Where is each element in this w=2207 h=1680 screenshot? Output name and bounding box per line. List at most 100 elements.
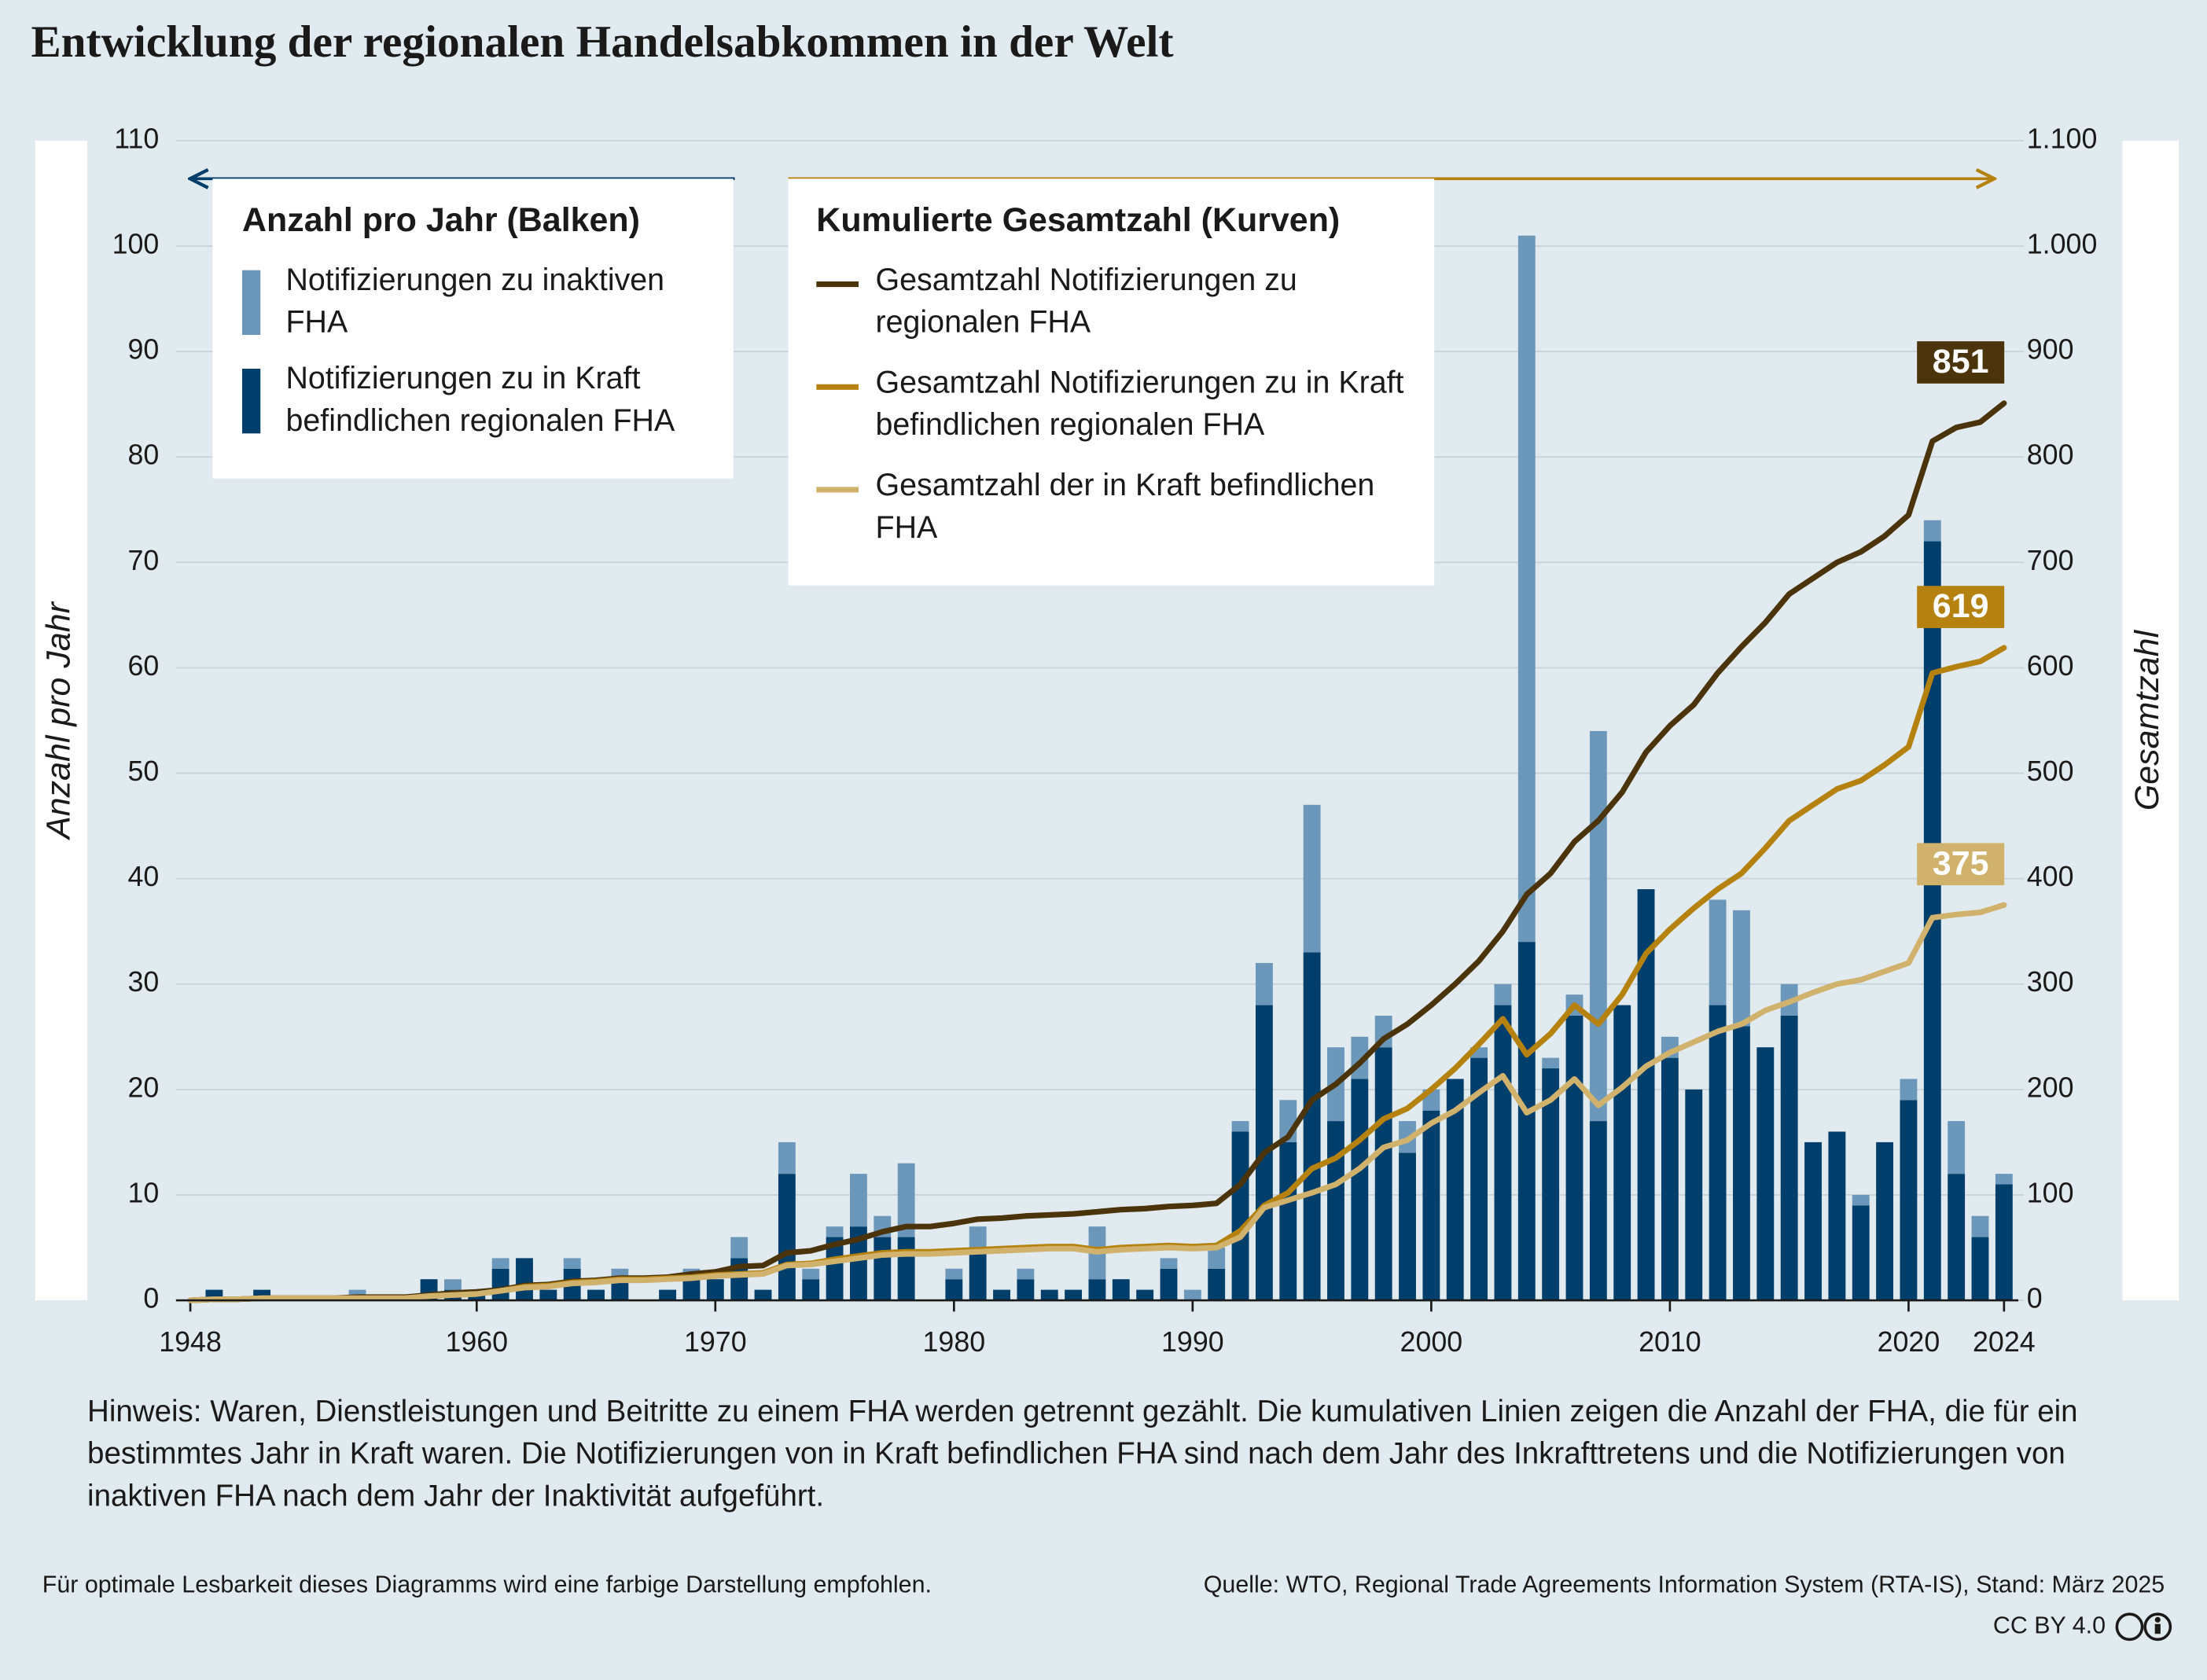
license: CC BY 4.0 bbox=[1993, 1612, 2106, 1638]
bar bbox=[802, 1268, 820, 1280]
lines-legend-title: Kumulierte Gesamtzahl (Kurven) bbox=[816, 201, 1340, 239]
bar bbox=[1517, 942, 1536, 1301]
y-tick-label: 20 bbox=[128, 1072, 160, 1103]
y2-axis-panel bbox=[2122, 141, 2179, 1301]
legend-label: Gesamtzahl Notifizierungen zu regionalen… bbox=[875, 261, 1297, 340]
bar bbox=[826, 1226, 844, 1237]
bar bbox=[706, 1279, 724, 1301]
legend: Notifizierungen zu inaktiven FHA Notifizi… bbox=[241, 261, 1404, 545]
bar bbox=[1017, 1279, 1035, 1301]
bar bbox=[1255, 962, 1273, 1005]
bar bbox=[802, 1279, 820, 1301]
legend-swatch bbox=[241, 369, 261, 434]
bar bbox=[1494, 1005, 1512, 1301]
y-tick-label: 110 bbox=[114, 123, 159, 154]
bar bbox=[1948, 1174, 1966, 1301]
bar bbox=[587, 1289, 605, 1301]
x-tick-label: 2010 bbox=[1639, 1326, 1701, 1358]
y-tick-label: 30 bbox=[128, 966, 160, 998]
bar bbox=[1088, 1279, 1106, 1301]
y2-tick-label: 1.100 bbox=[2027, 123, 2098, 154]
bar bbox=[1852, 1194, 1870, 1206]
x-tick-label: 1960 bbox=[445, 1326, 508, 1358]
note: Hinweis: Waren, Dienstleistungen und Bei… bbox=[87, 1394, 2078, 1513]
bar bbox=[826, 1237, 844, 1301]
bar bbox=[1065, 1289, 1083, 1301]
bar bbox=[1948, 1121, 1966, 1175]
y2-tick-label: 0 bbox=[2027, 1282, 2043, 1314]
license-icons bbox=[2115, 1612, 2172, 1641]
y2-tick-label: 900 bbox=[2027, 334, 2074, 366]
bar bbox=[1112, 1279, 1130, 1301]
bar bbox=[1542, 1057, 1560, 1069]
x-tick-label: 1970 bbox=[684, 1326, 747, 1358]
note-text: Hinweis: Waren, Dienstleistungen und Bei… bbox=[87, 1394, 2078, 1513]
bar bbox=[491, 1268, 509, 1301]
bar bbox=[1208, 1247, 1226, 1269]
bar bbox=[1160, 1268, 1178, 1301]
end-label-box bbox=[1917, 586, 2005, 628]
bar bbox=[1136, 1289, 1154, 1301]
bar bbox=[443, 1279, 462, 1290]
x-tick-label: 1980 bbox=[923, 1326, 986, 1358]
bar bbox=[1374, 1047, 1392, 1301]
footer-note: Für optimale Lesbarkeit dieses Diagramms… bbox=[42, 1571, 932, 1597]
bar bbox=[1589, 1121, 1607, 1301]
bar bbox=[993, 1289, 1010, 1301]
end-label: 851 bbox=[1933, 343, 1989, 380]
y2-axis-title: Gesamtzahl bbox=[2128, 629, 2166, 811]
bar bbox=[1828, 1131, 1846, 1301]
y2-tick-label: 300 bbox=[2027, 966, 2074, 998]
y2-tick-label: 1.000 bbox=[2027, 229, 2098, 260]
y-tick-label: 70 bbox=[128, 545, 160, 576]
bar bbox=[1183, 1289, 1201, 1301]
bar bbox=[1279, 1141, 1297, 1301]
bar bbox=[1709, 1005, 1727, 1301]
bar bbox=[1995, 1184, 2013, 1301]
bar bbox=[1542, 1068, 1560, 1301]
bar bbox=[1852, 1205, 1870, 1301]
legend-label-text: Gesamtzahl Notifizierungen zu regionalen… bbox=[875, 261, 1297, 340]
legend-label-text: Notifizierungen zu in Kraft befindlichen… bbox=[285, 360, 675, 438]
y2-tick-label: 400 bbox=[2027, 861, 2074, 892]
bar bbox=[874, 1237, 892, 1301]
bar bbox=[1446, 1079, 1464, 1301]
bar bbox=[516, 1258, 533, 1301]
y-axis-title: Anzahl pro Jahr bbox=[39, 601, 77, 841]
lines: 851 619 375 bbox=[187, 341, 2007, 1303]
bar bbox=[1876, 1141, 1894, 1301]
bars-legend-title: Anzahl pro Jahr (Balken) bbox=[242, 201, 640, 239]
bar bbox=[1017, 1268, 1035, 1280]
chart-title: Entwicklung der regionalen Handelsabkomm… bbox=[31, 17, 1173, 67]
y-tick-label: 80 bbox=[128, 439, 160, 471]
y2-tick-label: 200 bbox=[2027, 1072, 2074, 1103]
y2-tick-label: 800 bbox=[2027, 439, 2074, 471]
legend-label-text: Notifizierungen zu inaktiven FHA bbox=[285, 261, 665, 340]
y-tick-label: 100 bbox=[112, 229, 160, 260]
bar bbox=[1995, 1174, 2013, 1185]
bar bbox=[1565, 1015, 1584, 1301]
bar bbox=[1231, 1121, 1249, 1132]
y-tick-label: 40 bbox=[128, 861, 160, 892]
bar bbox=[754, 1289, 772, 1301]
x-tick-label: 1990 bbox=[1161, 1326, 1224, 1358]
bar bbox=[1327, 1121, 1344, 1301]
bar bbox=[1923, 520, 1941, 542]
bar bbox=[1756, 1047, 1775, 1301]
bar bbox=[1780, 1015, 1798, 1301]
y2-tick-label: 500 bbox=[2027, 755, 2074, 787]
bar bbox=[1589, 730, 1607, 1122]
bar bbox=[969, 1247, 987, 1301]
bar bbox=[1804, 1141, 1822, 1301]
bar bbox=[1399, 1152, 1416, 1301]
bar bbox=[659, 1289, 677, 1301]
y-tick-label: 50 bbox=[128, 755, 160, 787]
y2-tick-label: 600 bbox=[2027, 650, 2074, 682]
bar bbox=[1971, 1215, 1989, 1237]
bar bbox=[1040, 1289, 1058, 1301]
bar bbox=[682, 1279, 701, 1301]
bar bbox=[897, 1163, 915, 1237]
bar bbox=[1470, 1057, 1488, 1301]
bar bbox=[1900, 1079, 1918, 1101]
y-axis-panel bbox=[35, 141, 88, 1301]
